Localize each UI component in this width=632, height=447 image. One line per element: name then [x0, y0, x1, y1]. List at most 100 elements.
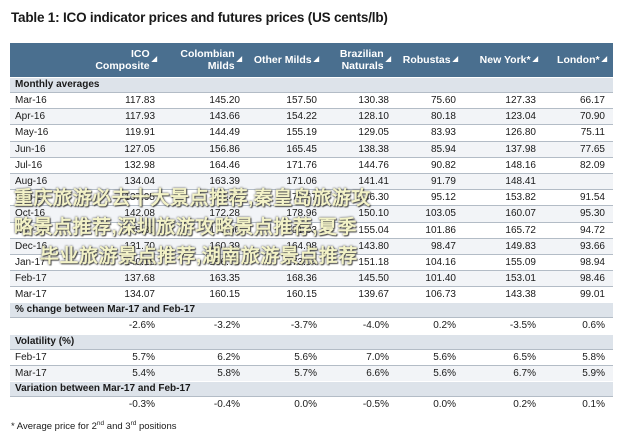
table-cell: -3.7%	[290, 320, 317, 332]
footnote-sup: rd	[130, 420, 137, 427]
watermark-line: 略景点推荐,深圳旅游攻略景点推荐,夏季	[14, 217, 358, 238]
table-row: Dec-16 131.70 160.39 164.98 143.80 98.47 149.8…	[10, 237, 613, 254]
table-cell: 165.45	[286, 143, 317, 155]
triangle-down-icon: ◢	[532, 56, 538, 63]
row-label: Jan-17	[15, 256, 46, 268]
table-cell: 171.76	[286, 159, 317, 171]
table-cell: 99.01	[579, 289, 605, 301]
table-cell: 90.82	[430, 159, 456, 171]
price-table: ICO Composite ◢ Colombian Milds ◢ Other Milds ◢…	[10, 43, 613, 412]
column-header-label: Robustas	[403, 54, 451, 66]
table-cell: 156.86	[209, 143, 240, 155]
table-cell: 139.67	[358, 289, 389, 301]
table-row: Oct-16 142.08 172.28 178.96 150.10 103.05 160.…	[10, 205, 613, 222]
table-cell: -4.0%	[362, 320, 389, 332]
column-header: London* ◢	[544, 43, 613, 77]
table-cell: 166.73	[209, 256, 240, 268]
table-cell: 0.0%	[294, 399, 317, 410]
table-row: Mar-16 117.83 145.20 157.50 130.38 75.60 127.3…	[10, 92, 613, 108]
table-cell: 134.04	[124, 175, 155, 187]
table-body: Monthly averages Mar-16 117.83 145.20 157.50…	[10, 77, 613, 412]
column-header-line: Milds	[207, 60, 235, 72]
column-header-line: Naturals	[341, 60, 384, 72]
table-cell: 164.46	[209, 159, 240, 171]
footnote-text: * Average price for 2	[11, 421, 97, 433]
table-cell: 134.07	[124, 289, 155, 301]
table-cell: 5.6%	[294, 351, 317, 363]
table-cell: 82.09	[579, 159, 605, 171]
row-label: Apr-16	[15, 111, 46, 123]
table-cell: 145.30	[124, 224, 155, 236]
table-row: Apr-16 117.93 143.66 154.22 128.10 80.18 123.0…	[10, 108, 613, 125]
table-cell: 91.79	[430, 175, 456, 187]
table-cell: 0.6%	[582, 320, 605, 332]
column-header: ICO Composite ◢	[95, 43, 163, 77]
table-cell: 83.93	[430, 127, 456, 139]
table-cell: 163.39	[209, 175, 240, 187]
table-cell: 5.7%	[294, 367, 317, 379]
table-cell: 5.4%	[132, 367, 155, 379]
table-cell: 80.18	[430, 111, 456, 123]
table-cell: 127.33	[505, 95, 536, 106]
row-label: Oct-16	[15, 208, 46, 220]
table-cell: 6.5%	[513, 351, 536, 363]
table-cell: 178.96	[286, 208, 317, 220]
table-row: -2.6% -3.2% -3.7% -4.0% 0.2% -3.5% 0.6%	[10, 317, 613, 333]
table-cell: 6.7%	[513, 367, 536, 379]
table-cell: 171.06	[286, 175, 317, 187]
table-cell: -3.2%	[213, 320, 240, 332]
table-cell: -0.5%	[362, 399, 389, 410]
table-cell: 6.2%	[217, 351, 240, 363]
table-cell: 144.76	[358, 159, 389, 171]
watermark-line: 毕业旅游景点推荐,湖南旅游景点推荐	[40, 246, 358, 267]
row-label	[10, 318, 102, 333]
table-row: May-16 119.91 144.49 155.19 129.05 83.93 126.8…	[10, 124, 613, 140]
triangle-down-icon: ◢	[601, 56, 607, 63]
table-cell: 138.38	[358, 143, 389, 155]
column-header	[10, 43, 102, 77]
table-cell: 143.66	[209, 111, 240, 123]
table-cell: 160.39	[209, 240, 240, 252]
table-cell: 5.7%	[132, 351, 155, 363]
table-cell: 175.56	[209, 224, 240, 236]
table-cell: 153.82	[505, 192, 536, 204]
triangle-down-icon: ◢	[313, 56, 319, 63]
row-label: Mar-16	[15, 95, 47, 106]
column-header-line: ICO	[130, 48, 150, 60]
row-label: Jul-16	[15, 159, 43, 171]
table-cell: 149.83	[505, 240, 536, 252]
table-cell: 93.66	[579, 240, 605, 252]
table-cell: 0.1%	[582, 399, 605, 410]
row-label: Dec-16	[15, 240, 48, 252]
row-label: Feb-17	[15, 273, 47, 285]
table-row: Mar-17 5.4% 5.8% 5.7% 6.6% 5.6% 6.7% 5.9%	[10, 364, 613, 381]
row-label: Jun-16	[15, 143, 46, 155]
row-label: Mar-17	[15, 289, 47, 301]
column-header-label: New York*	[480, 54, 531, 66]
table-cell: 144.49	[209, 127, 240, 139]
table-cell: 5.6%	[433, 367, 456, 379]
table-cell: 132.98	[124, 159, 155, 171]
table-cell: 7.0%	[366, 351, 389, 363]
table-cell: 153.01	[505, 273, 536, 285]
table-cell: 163.35	[209, 273, 240, 285]
footnote-sup: nd	[96, 420, 105, 427]
table-cell: 95.12	[430, 192, 456, 204]
row-label	[10, 397, 102, 412]
table-cell: 155.19	[286, 127, 317, 139]
table-cell: 160.07	[505, 208, 536, 220]
row-label: Mar-17	[15, 367, 47, 379]
table-row: Aug-16 134.04 163.39 171.06 141.41 91.79 148.4…	[10, 172, 613, 190]
table-cell: 85.94	[430, 143, 456, 155]
section-header: Volatility (%)	[10, 333, 613, 349]
table-cell: 141.41	[358, 175, 389, 187]
table-cell: 137.95	[124, 192, 155, 204]
footnote-text: positions	[136, 421, 177, 433]
table-cell: 117.93	[125, 111, 155, 123]
table-row: Sep-16 137.95 170.47 176.67 146.30 95.12 153.8…	[10, 189, 613, 205]
table-cell: 176.67	[286, 192, 317, 204]
column-header: Colombian Milds ◢	[163, 43, 248, 77]
table-row: Feb-17 137.68 163.35 168.36 145.50 101.40 153.…	[10, 270, 613, 287]
row-label: Aug-16	[15, 175, 48, 187]
table-cell: 160.15	[209, 289, 240, 301]
